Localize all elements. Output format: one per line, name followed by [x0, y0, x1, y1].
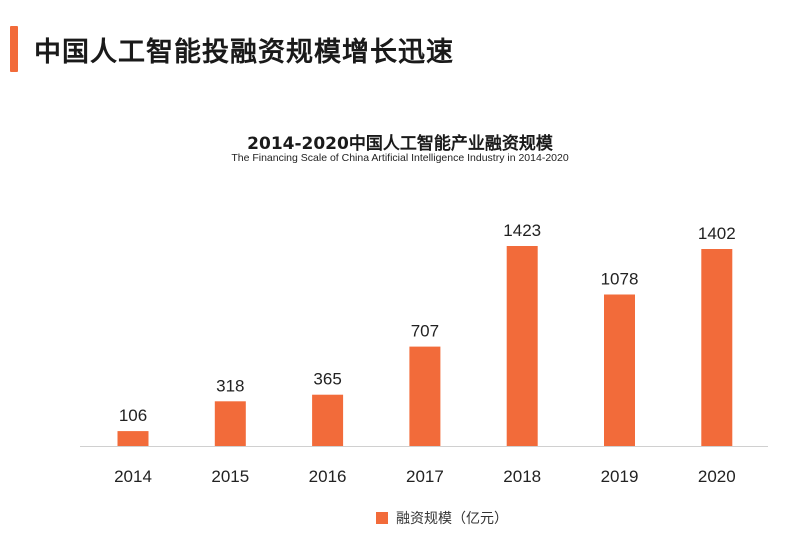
bar-2019	[604, 294, 635, 446]
data-label-2020: 1402	[698, 224, 736, 243]
x-tick-label-2014: 2014	[114, 467, 152, 486]
x-tick-label-2017: 2017	[406, 467, 444, 486]
bar-2014	[117, 431, 149, 446]
data-label-2014: 106	[119, 406, 147, 425]
bar-2020	[701, 249, 733, 446]
bar-2017	[409, 346, 441, 446]
legend-swatch	[376, 512, 388, 524]
x-tick-label-2019: 2019	[601, 467, 639, 486]
data-label-2017: 707	[411, 322, 439, 341]
legend-label: 融资规模（亿元）	[396, 511, 508, 527]
page-title: 中国人工智能投融资规模增长迅速	[34, 36, 454, 68]
data-label-2015: 318	[216, 376, 244, 395]
chart-title: 2014-2020中国人工智能产业融资规模	[247, 134, 553, 154]
header-accent-bar	[10, 26, 18, 72]
bar-2016	[312, 394, 344, 446]
x-tick-label-2018: 2018	[503, 467, 541, 486]
data-label-2018: 1423	[503, 221, 541, 240]
chart-subtitle: The Financing Scale of China Artificial …	[231, 152, 569, 164]
data-label-2019: 1078	[601, 270, 639, 289]
page-header: 中国人工智能投融资规模增长迅速	[10, 26, 454, 72]
chart-legend: 融资规模（亿元）	[0, 508, 800, 528]
bar-2018	[506, 246, 538, 446]
bar-2015	[214, 401, 246, 446]
x-tick-label-2020: 2020	[698, 467, 736, 486]
x-tick-label-2015: 2015	[211, 467, 249, 486]
x-tick-label-2016: 2016	[309, 467, 347, 486]
data-label-2016: 365	[313, 370, 341, 389]
